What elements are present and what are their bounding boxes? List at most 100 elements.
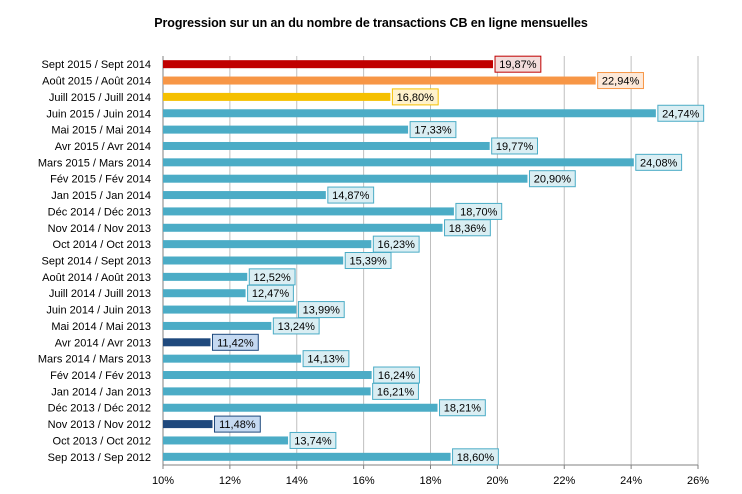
bar bbox=[163, 158, 634, 167]
category-label: Août 2014 / Août 2013 bbox=[42, 272, 151, 284]
category-label: Mars 2014 / Mars 2013 bbox=[38, 354, 151, 366]
data-label: 18,21% bbox=[444, 403, 482, 415]
bar bbox=[163, 321, 272, 330]
category-labels: Sept 2015 / Sept 2014 Août 2015 / Août 20… bbox=[38, 59, 151, 464]
bar bbox=[163, 240, 372, 249]
bar bbox=[163, 256, 344, 265]
bar bbox=[163, 125, 409, 134]
data-label: 16,21% bbox=[377, 386, 415, 398]
category-label: Nov 2013 / Nov 2012 bbox=[48, 419, 151, 431]
data-label-box bbox=[289, 431, 337, 449]
data-label-box bbox=[302, 350, 350, 368]
x-tick-label: 16% bbox=[353, 475, 375, 487]
data-label: 13,74% bbox=[294, 435, 332, 447]
x-tick-label: 22% bbox=[553, 475, 575, 487]
data-label-box bbox=[327, 186, 375, 204]
data-label: 14,13% bbox=[307, 354, 345, 366]
category-label: Fév 2015 / Fév 2014 bbox=[50, 174, 151, 186]
data-label-box bbox=[444, 219, 491, 237]
x-tick-label: 20% bbox=[486, 475, 508, 487]
data-label: 24,08% bbox=[640, 157, 678, 169]
bar bbox=[163, 452, 451, 461]
x-tick-labels: 10% 12% 14% 16% 18% 20% 22% 24% 26% bbox=[152, 475, 709, 487]
category-label: Juill 2014 / Juill 2013 bbox=[49, 288, 151, 300]
data-label: 22,94% bbox=[602, 76, 640, 88]
data-label-box bbox=[452, 448, 499, 466]
category-label: Sept 2015 / Sept 2014 bbox=[42, 59, 151, 71]
bar bbox=[163, 387, 371, 396]
bar bbox=[163, 174, 528, 183]
data-label-box bbox=[494, 55, 542, 73]
category-label: Mai 2015 / Mai 2014 bbox=[51, 125, 151, 137]
bar bbox=[163, 272, 248, 281]
bar bbox=[163, 92, 391, 101]
data-label: 17,33% bbox=[414, 125, 452, 137]
category-label: Nov 2014 / Nov 2013 bbox=[48, 223, 151, 235]
category-label: Jan 2015 / Jan 2014 bbox=[51, 190, 151, 202]
data-label: 14,87% bbox=[332, 190, 370, 202]
data-label-box bbox=[211, 333, 259, 351]
data-label: 24,74% bbox=[662, 108, 700, 120]
bar bbox=[163, 223, 443, 232]
category-label: Déc 2014 / Déc 2013 bbox=[48, 206, 151, 218]
data-label-box bbox=[247, 284, 294, 302]
bar bbox=[163, 109, 656, 118]
data-label: 12,47% bbox=[252, 288, 290, 300]
category-label: Juill 2015 / Juill 2014 bbox=[49, 92, 151, 104]
category-label: Fév 2014 / Fév 2013 bbox=[50, 370, 151, 382]
category-label: Mai 2014 / Mai 2013 bbox=[51, 321, 151, 333]
bars bbox=[163, 60, 656, 461]
bar bbox=[163, 420, 213, 429]
category-label: Avr 2014 / Avr 2013 bbox=[55, 337, 151, 349]
bar bbox=[163, 207, 454, 216]
x-tick-label: 10% bbox=[152, 475, 174, 487]
data-label: 15,39% bbox=[349, 256, 387, 268]
category-label: Juin 2015 / Juin 2014 bbox=[46, 108, 151, 120]
bar bbox=[163, 338, 211, 347]
data-labels: 19,87% 22,94% 16,80% 24,74% 17,33% 19,77% 24,0… bbox=[211, 55, 705, 466]
category-label: Sept 2014 / Sept 2013 bbox=[42, 256, 151, 268]
data-label-box bbox=[297, 301, 345, 319]
category-label: Août 2015 / Août 2014 bbox=[42, 76, 151, 88]
data-label: 11,42% bbox=[217, 337, 254, 349]
category-label: Oct 2013 / Oct 2012 bbox=[53, 435, 151, 447]
data-label-box bbox=[372, 382, 419, 400]
data-label: 19,77% bbox=[496, 141, 534, 153]
category-label: Sep 2013 / Sep 2012 bbox=[48, 452, 151, 464]
data-label: 19,87% bbox=[499, 59, 537, 71]
data-label-box bbox=[597, 72, 644, 90]
data-label-box bbox=[344, 252, 392, 269]
data-label: 20,90% bbox=[534, 174, 572, 186]
x-tick-label: 12% bbox=[219, 475, 241, 487]
data-label: 11,48% bbox=[219, 419, 256, 431]
category-label: Mars 2015 / Mars 2014 bbox=[38, 157, 151, 169]
x-tick-label: 26% bbox=[687, 475, 709, 487]
data-label-box bbox=[657, 104, 705, 122]
x-tick-label: 18% bbox=[419, 475, 441, 487]
bar bbox=[163, 371, 372, 380]
data-label-box bbox=[439, 399, 486, 417]
data-label-box bbox=[272, 317, 320, 335]
data-label: 18,60% bbox=[457, 452, 495, 464]
data-label: 16,24% bbox=[378, 370, 416, 382]
bar bbox=[163, 305, 297, 314]
data-label-box bbox=[409, 121, 457, 139]
data-label: 18,36% bbox=[449, 223, 487, 235]
data-label: 13,99% bbox=[303, 305, 341, 317]
bar bbox=[163, 403, 438, 412]
bar bbox=[163, 354, 302, 363]
data-label-box bbox=[635, 153, 683, 171]
category-label: Déc 2013 / Déc 2012 bbox=[48, 403, 151, 415]
category-label: Jan 2014 / Jan 2013 bbox=[51, 386, 151, 398]
data-label: 16,23% bbox=[378, 239, 416, 251]
category-label: Juin 2014 / Juin 2013 bbox=[46, 305, 151, 317]
chart-title: Progression sur un an du nombre de trans… bbox=[154, 16, 588, 30]
bar bbox=[163, 289, 246, 298]
data-label: 18,70% bbox=[460, 206, 498, 218]
category-label: Oct 2014 / Oct 2013 bbox=[53, 239, 151, 251]
x-tick-label: 24% bbox=[620, 475, 642, 487]
data-label-box bbox=[391, 88, 439, 106]
bar bbox=[163, 60, 494, 69]
data-label: 16,80% bbox=[397, 92, 435, 104]
